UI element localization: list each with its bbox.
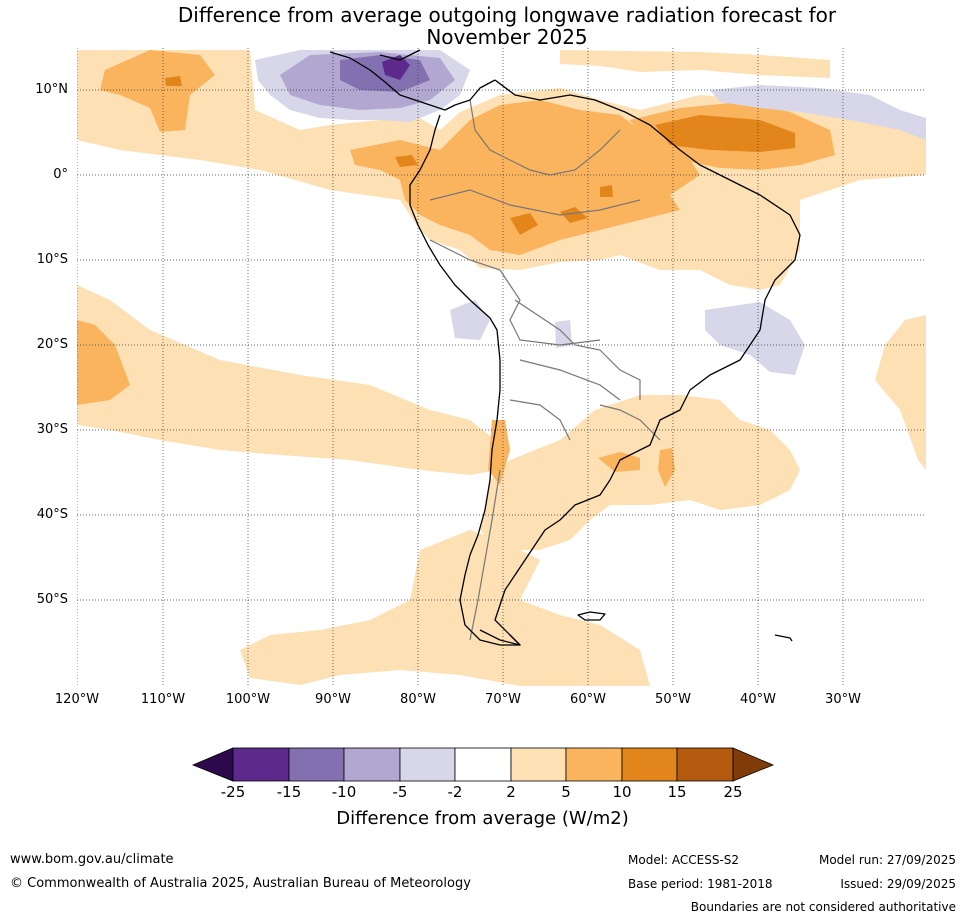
anomaly-region-light-orange-south-pacific [77, 285, 498, 475]
country-borders [429, 99, 661, 641]
lon-label: 50°W [655, 692, 691, 707]
anomaly-region-lilac-pacific-south [450, 300, 490, 340]
colorbar-extend-max [732, 747, 775, 782]
anomaly-region-orange-amazon [350, 100, 700, 255]
colorbar-tick: -5 [392, 783, 408, 801]
coastline-south-america [409, 79, 801, 646]
title-line-1: Difference from average outgoing longwav… [177, 3, 837, 27]
anomaly-region-light-orange-east-edge [875, 315, 926, 470]
colorbar-bin-1 [232, 747, 290, 782]
colorbar-bin-7 [565, 747, 623, 782]
coastline-caribbean-north [329, 49, 421, 61]
footer-base-period: Base period: 1981-2018 [628, 877, 773, 891]
anomaly-region-light-orange-patagonia [240, 530, 650, 686]
colorbar-bin-4 [399, 747, 456, 782]
colorbar-tick: 10 [612, 783, 632, 801]
coastline-south-georgia [774, 634, 793, 642]
colorbar-tick: -2 [447, 783, 463, 801]
colorbar [191, 747, 775, 782]
colorbar-bin-3 [343, 747, 401, 782]
colorbar-tick: 5 [561, 783, 571, 801]
anomaly-region-dark-orange-atlantic [655, 115, 795, 152]
lat-label: 40°S [36, 507, 68, 522]
coastlines [329, 49, 801, 646]
colorbar-bin-5 [454, 747, 512, 782]
lon-label: 80°W [400, 692, 436, 707]
anomaly-region-orange-andes [488, 420, 510, 485]
anomaly-region-light-orange-top-right [560, 50, 830, 78]
title-line-2: November 2025 [426, 25, 588, 49]
anomaly-region-orange-subtropical-pacific [77, 320, 130, 405]
colorbar-tick: -15 [276, 783, 302, 801]
colorbar-bin-6 [510, 747, 567, 782]
colorbar-bin-2 [288, 747, 345, 782]
lon-label: 100°W [225, 692, 271, 707]
colorbar-tick: -25 [220, 783, 246, 801]
footer-disclaimer: Boundaries are not considered authoritat… [690, 900, 956, 914]
coastline-central-america [349, 57, 496, 111]
lon-label: 70°W [485, 692, 521, 707]
colorbar-extend-min [191, 747, 234, 782]
footer-model: Model: ACCESS-S2 [628, 853, 740, 867]
colorbar-bin-9 [676, 747, 734, 782]
colorbar-bin-8 [621, 747, 678, 782]
lon-label: 60°W [570, 692, 606, 707]
lat-label: 10°N [35, 82, 68, 97]
anomaly-region-deep-purple-central-america [382, 55, 410, 80]
anomaly-region-orange-uruguay-coast [658, 448, 675, 487]
chart-title: Difference from average outgoing longwav… [0, 4, 965, 48]
gridlines [77, 48, 926, 686]
colorbar-label: Difference from average (W/m2) [336, 808, 629, 829]
lat-label: 10°S [36, 252, 68, 267]
lat-label: 20°S [36, 337, 68, 352]
anomaly-region-dark-orange-north-pacific [165, 76, 182, 86]
anomaly-region-orange-north-pacific [100, 50, 215, 132]
colorbar-tick: -10 [331, 783, 357, 801]
coastline-tierra-del-fuego [479, 629, 521, 646]
footer-copyright: © Commonwealth of Australia 2025, Austra… [10, 876, 471, 891]
anomaly-region-dark-orange-amazon-2 [560, 207, 588, 223]
lon-label: 110°W [140, 692, 186, 707]
lat-label: 50°S [36, 592, 68, 607]
colorbar-tick: 2 [506, 783, 516, 801]
coastline-falklands [577, 611, 606, 621]
anomaly-region-dark-orange-amazon-3 [600, 185, 613, 197]
anomaly-region-light-orange-south-atlantic [480, 395, 800, 550]
lon-label: 120°W [54, 692, 100, 707]
footer-issued: Issued: 29/09/2025 [840, 877, 956, 891]
colorbar-tick: 15 [667, 783, 687, 801]
colorbar-tick: 25 [723, 783, 743, 801]
lat-label: 30°S [36, 422, 68, 437]
lon-label: 90°W [315, 692, 351, 707]
anomaly-region-dark-orange-pacific-equator [395, 155, 418, 167]
anomaly-region-dark-orange-amazon-1 [510, 213, 538, 235]
anomaly-field [77, 50, 926, 686]
footer-model-run: Model run: 27/09/2025 [818, 853, 956, 867]
lon-label: 40°W [740, 692, 776, 707]
lon-label: 30°W [825, 692, 861, 707]
lat-label: 0° [53, 167, 68, 182]
anomaly-region-lilac-atlantic-north [710, 85, 926, 140]
footer-url[interactable]: www.bom.gov.au/climate [10, 852, 174, 867]
